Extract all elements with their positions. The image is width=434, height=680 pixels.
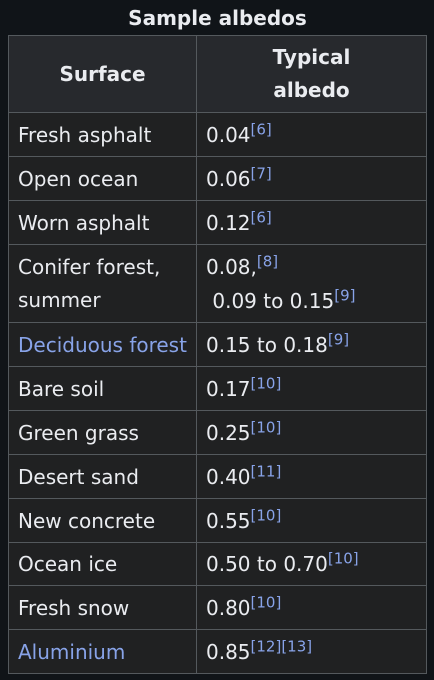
table-caption: Sample albedos xyxy=(128,6,307,30)
albedo-cell: 0.17[10] xyxy=(196,366,427,411)
surface-cell: Desert sand xyxy=(8,454,197,499)
albedo-value: 0.85 xyxy=(206,639,251,664)
albedo-cell: 0.06[7] xyxy=(196,156,427,201)
albedo-cell: 0.04[6] xyxy=(196,112,427,157)
table-row: Desert sand 0.40[11] xyxy=(8,454,427,499)
albedo-value: 0.25 xyxy=(206,420,251,445)
albedo-value: 0.80 xyxy=(206,595,251,620)
albedo-cell: 0.12[6] xyxy=(196,200,427,245)
albedo-cell: 0.85[12][13] xyxy=(196,629,427,674)
albedo-cell: 0.25[10] xyxy=(196,410,427,455)
table-row: Fresh snow 0.80[10] xyxy=(8,585,427,630)
table-row: Fresh asphalt 0.04[6] xyxy=(8,112,427,157)
albedo-cell: 0.15 to 0.18[9] xyxy=(196,322,427,367)
reference-link[interactable]: [8] xyxy=(256,252,279,270)
albedo-value: 0.50 to 0.70 xyxy=(206,552,328,576)
reference-link[interactable]: [7] xyxy=(250,164,272,182)
header-albedo: Typical albedo xyxy=(196,35,427,113)
albedo-cell: 0.55[10] xyxy=(196,498,427,543)
surface-cell: Fresh snow xyxy=(8,585,197,630)
albedo-value: 0.15 to 0.18 xyxy=(206,332,328,357)
table-row: Bare soil 0.17[10] xyxy=(8,366,427,411)
surface-line1: Conifer forest, xyxy=(18,254,161,279)
reference-link[interactable]: [11] xyxy=(250,462,282,480)
surface-cell: Ocean ice xyxy=(8,542,197,586)
reference-link[interactable]: [10] xyxy=(250,374,282,392)
reference-link[interactable]: [10] xyxy=(327,549,359,568)
header-surface: Surface xyxy=(8,35,197,113)
surface-cell: Fresh asphalt xyxy=(8,112,197,157)
albedo-table: Surface Typical albedo Fresh asphalt 0.04… xyxy=(8,35,427,674)
header-surface-label: Surface xyxy=(59,61,146,86)
surface-cell: Green grass xyxy=(8,410,197,455)
albedo-cell: 0.40[11] xyxy=(196,454,427,499)
albedo-cell: 0.50 to 0.70[10] xyxy=(196,542,427,586)
surface-line2: summer xyxy=(18,287,101,312)
albedo-value: 0.08, xyxy=(206,254,257,279)
albedo-value: 0.17 xyxy=(206,376,251,401)
albedo-value: 0.55 xyxy=(206,508,251,533)
surface-link[interactable]: Deciduous forest xyxy=(18,332,187,357)
reference-link[interactable]: [9] xyxy=(334,286,356,304)
surface-cell: Worn asphalt xyxy=(8,200,197,245)
albedo-cell: 0.80[10] xyxy=(196,585,427,630)
surface-cell: Aluminium xyxy=(8,629,197,674)
table-row: New concrete 0.55[10] xyxy=(8,498,427,543)
reference-link[interactable]: [9] xyxy=(327,330,350,348)
reference-link[interactable]: [10] xyxy=(250,506,282,524)
surface-cell: Deciduous forest xyxy=(8,322,197,367)
albedo-value: 0.12 xyxy=(206,210,251,235)
table-row: Deciduous forest 0.15 to 0.18[9] xyxy=(8,322,427,367)
albedo-value: 0.04 xyxy=(206,122,251,147)
table-row: Green grass 0.25[10] xyxy=(8,410,427,455)
header-albedo-line1: Typical xyxy=(272,45,351,69)
reference-link[interactable]: [10] xyxy=(250,418,282,436)
surface-cell: New concrete xyxy=(8,498,197,543)
albedo-value: 0.06 xyxy=(206,166,251,191)
albedo-cell: 0.08,[8] 0.09 to 0.15[9] xyxy=(196,244,427,323)
table-row: Aluminium 0.85[12][13] xyxy=(8,629,427,674)
header-albedo-line2: albedo xyxy=(273,78,350,102)
table-row: Worn asphalt 0.12[6] xyxy=(8,200,427,245)
reference-link[interactable]: [6] xyxy=(250,120,272,138)
reference-link[interactable]: [13] xyxy=(281,637,313,655)
table-row: Ocean ice 0.50 to 0.70[10] xyxy=(8,542,427,586)
surface-cell: Bare soil xyxy=(8,366,197,411)
albedo-value: 0.40 xyxy=(206,464,251,489)
surface-cell: Open ocean xyxy=(8,156,197,201)
surface-link[interactable]: Aluminium xyxy=(18,639,126,664)
albedo-value: 0.09 to 0.15 xyxy=(206,288,335,313)
reference-link[interactable]: [10] xyxy=(250,593,282,611)
table-row: Conifer forest, summer 0.08,[8] 0.09 to 0… xyxy=(8,244,427,323)
reference-link[interactable]: [6] xyxy=(250,208,272,226)
header-row: Surface Typical albedo xyxy=(8,35,427,113)
reference-link[interactable]: [12] xyxy=(250,637,282,655)
table-row: Open ocean 0.06[7] xyxy=(8,156,427,201)
surface-cell: Conifer forest, summer xyxy=(8,244,197,323)
